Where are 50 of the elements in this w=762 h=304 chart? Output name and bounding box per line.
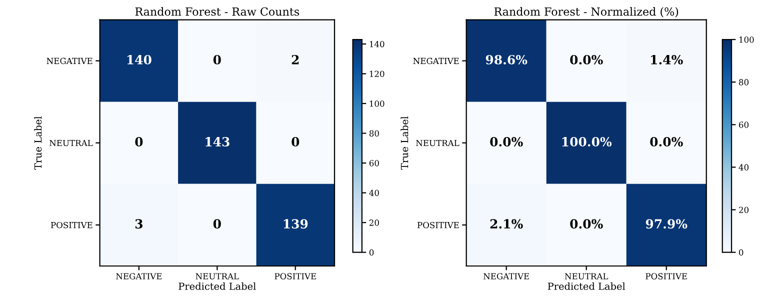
data-label: 0 <box>213 219 221 229</box>
color-bar-label: 0 <box>739 249 744 256</box>
chart-title: Random Forest - Raw Counts <box>135 7 300 16</box>
data-label: 0.0% <box>650 137 683 147</box>
data-label: 100.0% <box>562 137 612 147</box>
x-tick-label: NEUTRAL <box>564 273 608 280</box>
y-tick-label: POSITIVE <box>417 222 459 228</box>
data-label: 0.0% <box>570 54 603 64</box>
data-label: 97.9% <box>646 219 688 229</box>
color-bar-label: 20 <box>369 220 379 226</box>
color-bar-label: 100 <box>739 36 754 43</box>
y-tick-label: NEUTRAL <box>50 140 93 146</box>
data-label: 0.0% <box>490 137 523 147</box>
color-bar-label: 40 <box>738 164 749 170</box>
color-bar-label: 40 <box>369 190 379 196</box>
color-bar-label: 60 <box>739 122 749 128</box>
color-bar-label: 120 <box>370 70 384 78</box>
data-label: 1.4% <box>651 54 683 64</box>
data-label: 0.0% <box>570 219 603 229</box>
x-tick-label: POSITIVE <box>646 273 687 280</box>
x-axis-title: Predicted Label <box>178 282 256 290</box>
x-tick-label: NEGATIVE <box>116 273 162 280</box>
data-label: 98.6% <box>486 54 528 64</box>
color-bar-label: 60 <box>369 160 379 166</box>
data-label: 2 <box>292 54 299 64</box>
x-tick-label: NEGATIVE <box>483 273 529 280</box>
y-axis-title: True Label <box>34 116 42 170</box>
data-label: 143 <box>206 137 230 147</box>
y-tick-label: NEUTRAL <box>416 140 460 146</box>
y-tick-label: NEGATIVE <box>413 58 459 64</box>
chart-title: Random Forest - Normalized (%) <box>494 7 678 18</box>
data-label: 3 <box>135 219 142 229</box>
x-tick-label: NEUTRAL <box>196 273 239 280</box>
y-axis-title: True Label <box>400 116 408 170</box>
data-label: 0 <box>292 137 300 147</box>
data-label: 0 <box>213 54 221 64</box>
color-bar-label: 20 <box>739 206 749 214</box>
color-bar-label: 0 <box>369 249 374 256</box>
color-bar-label: 80 <box>369 130 379 137</box>
color-bar-label: 80 <box>739 79 749 86</box>
data-label: 140 <box>127 54 152 64</box>
y-tick-label: POSITIVE <box>50 222 92 228</box>
color-bar-label: 100 <box>370 100 384 107</box>
y-tick-label: NEGATIVE <box>46 58 92 64</box>
data-label: 0 <box>135 137 143 147</box>
x-axis-title: Predicted Label <box>548 282 626 290</box>
data-label: 139 <box>284 219 308 229</box>
data-label: 2.1% <box>490 219 523 229</box>
color-bar-label: 140 <box>370 40 384 48</box>
x-tick-label: POSITIVE <box>274 273 316 280</box>
